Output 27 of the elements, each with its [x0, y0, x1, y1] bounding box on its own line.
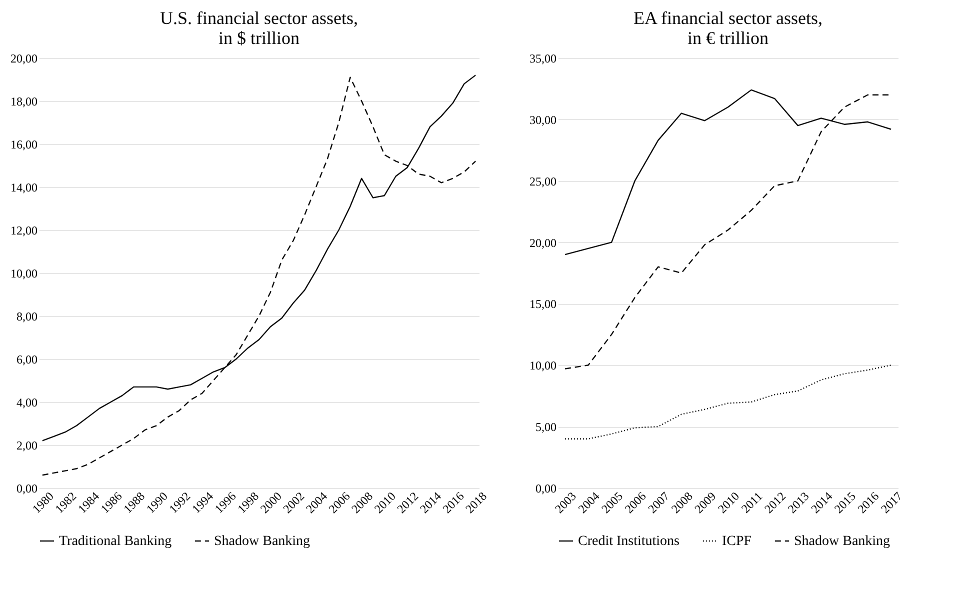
y-tick-label: 15,00 [530, 297, 556, 312]
legend-label: Shadow Banking [214, 534, 310, 549]
y-tick-label: 20,00 [530, 236, 556, 250]
chart-title: EA financial sector assets, in € trillion [634, 8, 822, 48]
y-tick-label: 12,00 [10, 224, 38, 238]
y-tick-label: 4,00 [16, 396, 38, 410]
y-tick-label: 0,00 [536, 482, 556, 496]
line-series [564, 364, 892, 440]
y-tick-label: 30,00 [530, 112, 556, 127]
legend-label: ICPF [722, 534, 752, 549]
y-tick-label: 2,00 [16, 438, 38, 452]
y-tick-label: 8,00 [16, 310, 38, 324]
chart-title: U.S. financial sector assets, in $ trillion [160, 8, 358, 48]
y-tick-label: 25,00 [530, 174, 556, 188]
y-tick-label: 10,00 [530, 358, 556, 373]
y-tick-label: 6,00 [16, 352, 38, 366]
y-tick-label: 14,00 [10, 180, 38, 194]
y-tick-label: 16,00 [10, 138, 38, 152]
y-tick-label: 35,00 [530, 52, 556, 66]
y-tick-label: 10,00 [10, 266, 38, 280]
legend-label: Credit Institutions [578, 534, 680, 549]
y-tick-label: 5,00 [536, 420, 556, 434]
legend-label: Traditional Banking [59, 534, 172, 549]
legend-label: Shadow Banking [794, 534, 890, 549]
y-tick-label: 20,00 [10, 52, 38, 66]
y-tick-label: 0,00 [16, 482, 38, 496]
y-tick-label: 18,00 [10, 94, 38, 108]
